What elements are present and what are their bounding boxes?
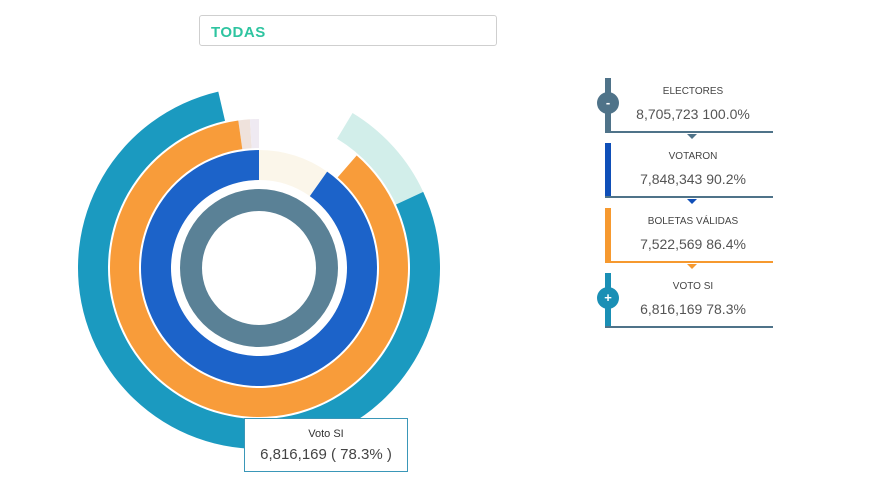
arrow-down-icon bbox=[687, 264, 697, 269]
legend-bar bbox=[605, 208, 611, 263]
expand-icon[interactable]: + bbox=[597, 287, 619, 309]
ring-rest-votaron[interactable] bbox=[259, 150, 328, 197]
legend-underline bbox=[605, 196, 773, 198]
legend-label: VOTO SI bbox=[672, 281, 714, 292]
legend-value: 8,705,723 100.0% bbox=[636, 106, 750, 122]
ring-electores[interactable] bbox=[180, 189, 338, 347]
ring-rest-boletas-v-lidas[interactable] bbox=[249, 119, 259, 149]
legend-bar bbox=[605, 143, 611, 198]
filter-label: TODAS bbox=[211, 24, 266, 41]
ring-rest-boletas-v-lidas[interactable] bbox=[238, 119, 252, 150]
legend-item-voto-si[interactable]: + VOTO SI 6,816,169 78.3% bbox=[597, 273, 773, 328]
collapse-icon[interactable]: - bbox=[597, 92, 619, 114]
arrow-down-icon bbox=[687, 134, 697, 139]
legend-label: VOTARON bbox=[668, 151, 718, 162]
arrow-down-icon bbox=[687, 199, 697, 204]
ring-votaron[interactable] bbox=[141, 150, 378, 386]
legend-label: BOLETAS VÁLIDAS bbox=[647, 216, 739, 227]
legend-item-votaron[interactable]: VOTARON 7,848,343 90.2% bbox=[603, 143, 773, 204]
legend-value: 7,522,569 86.4% bbox=[640, 236, 746, 252]
tooltip-value: 6,816,169 ( 78.3% ) bbox=[260, 446, 392, 463]
ring-rest-voto-si[interactable] bbox=[337, 113, 424, 205]
filter-select[interactable]: TODAS bbox=[199, 15, 497, 46]
legend-underline bbox=[605, 261, 773, 263]
legend-label: ELECTORES bbox=[662, 86, 724, 97]
legend-underline bbox=[605, 326, 773, 328]
tooltip-title: Voto SI bbox=[308, 428, 344, 440]
legend-underline bbox=[605, 131, 773, 133]
legend-value: 7,848,343 90.2% bbox=[640, 171, 746, 187]
legend-value: 6,816,169 78.3% bbox=[640, 301, 746, 317]
legend-item-electores[interactable]: - ELECTORES 8,705,723 100.0% bbox=[597, 78, 773, 139]
legend: - ELECTORES 8,705,723 100.0% VOTARON 7,8… bbox=[597, 78, 773, 338]
legend-item-boletas-validas[interactable]: BOLETAS VÁLIDAS 7,522,569 86.4% bbox=[603, 208, 773, 269]
tooltip: Voto SI 6,816,169 ( 78.3% ) bbox=[244, 418, 408, 472]
